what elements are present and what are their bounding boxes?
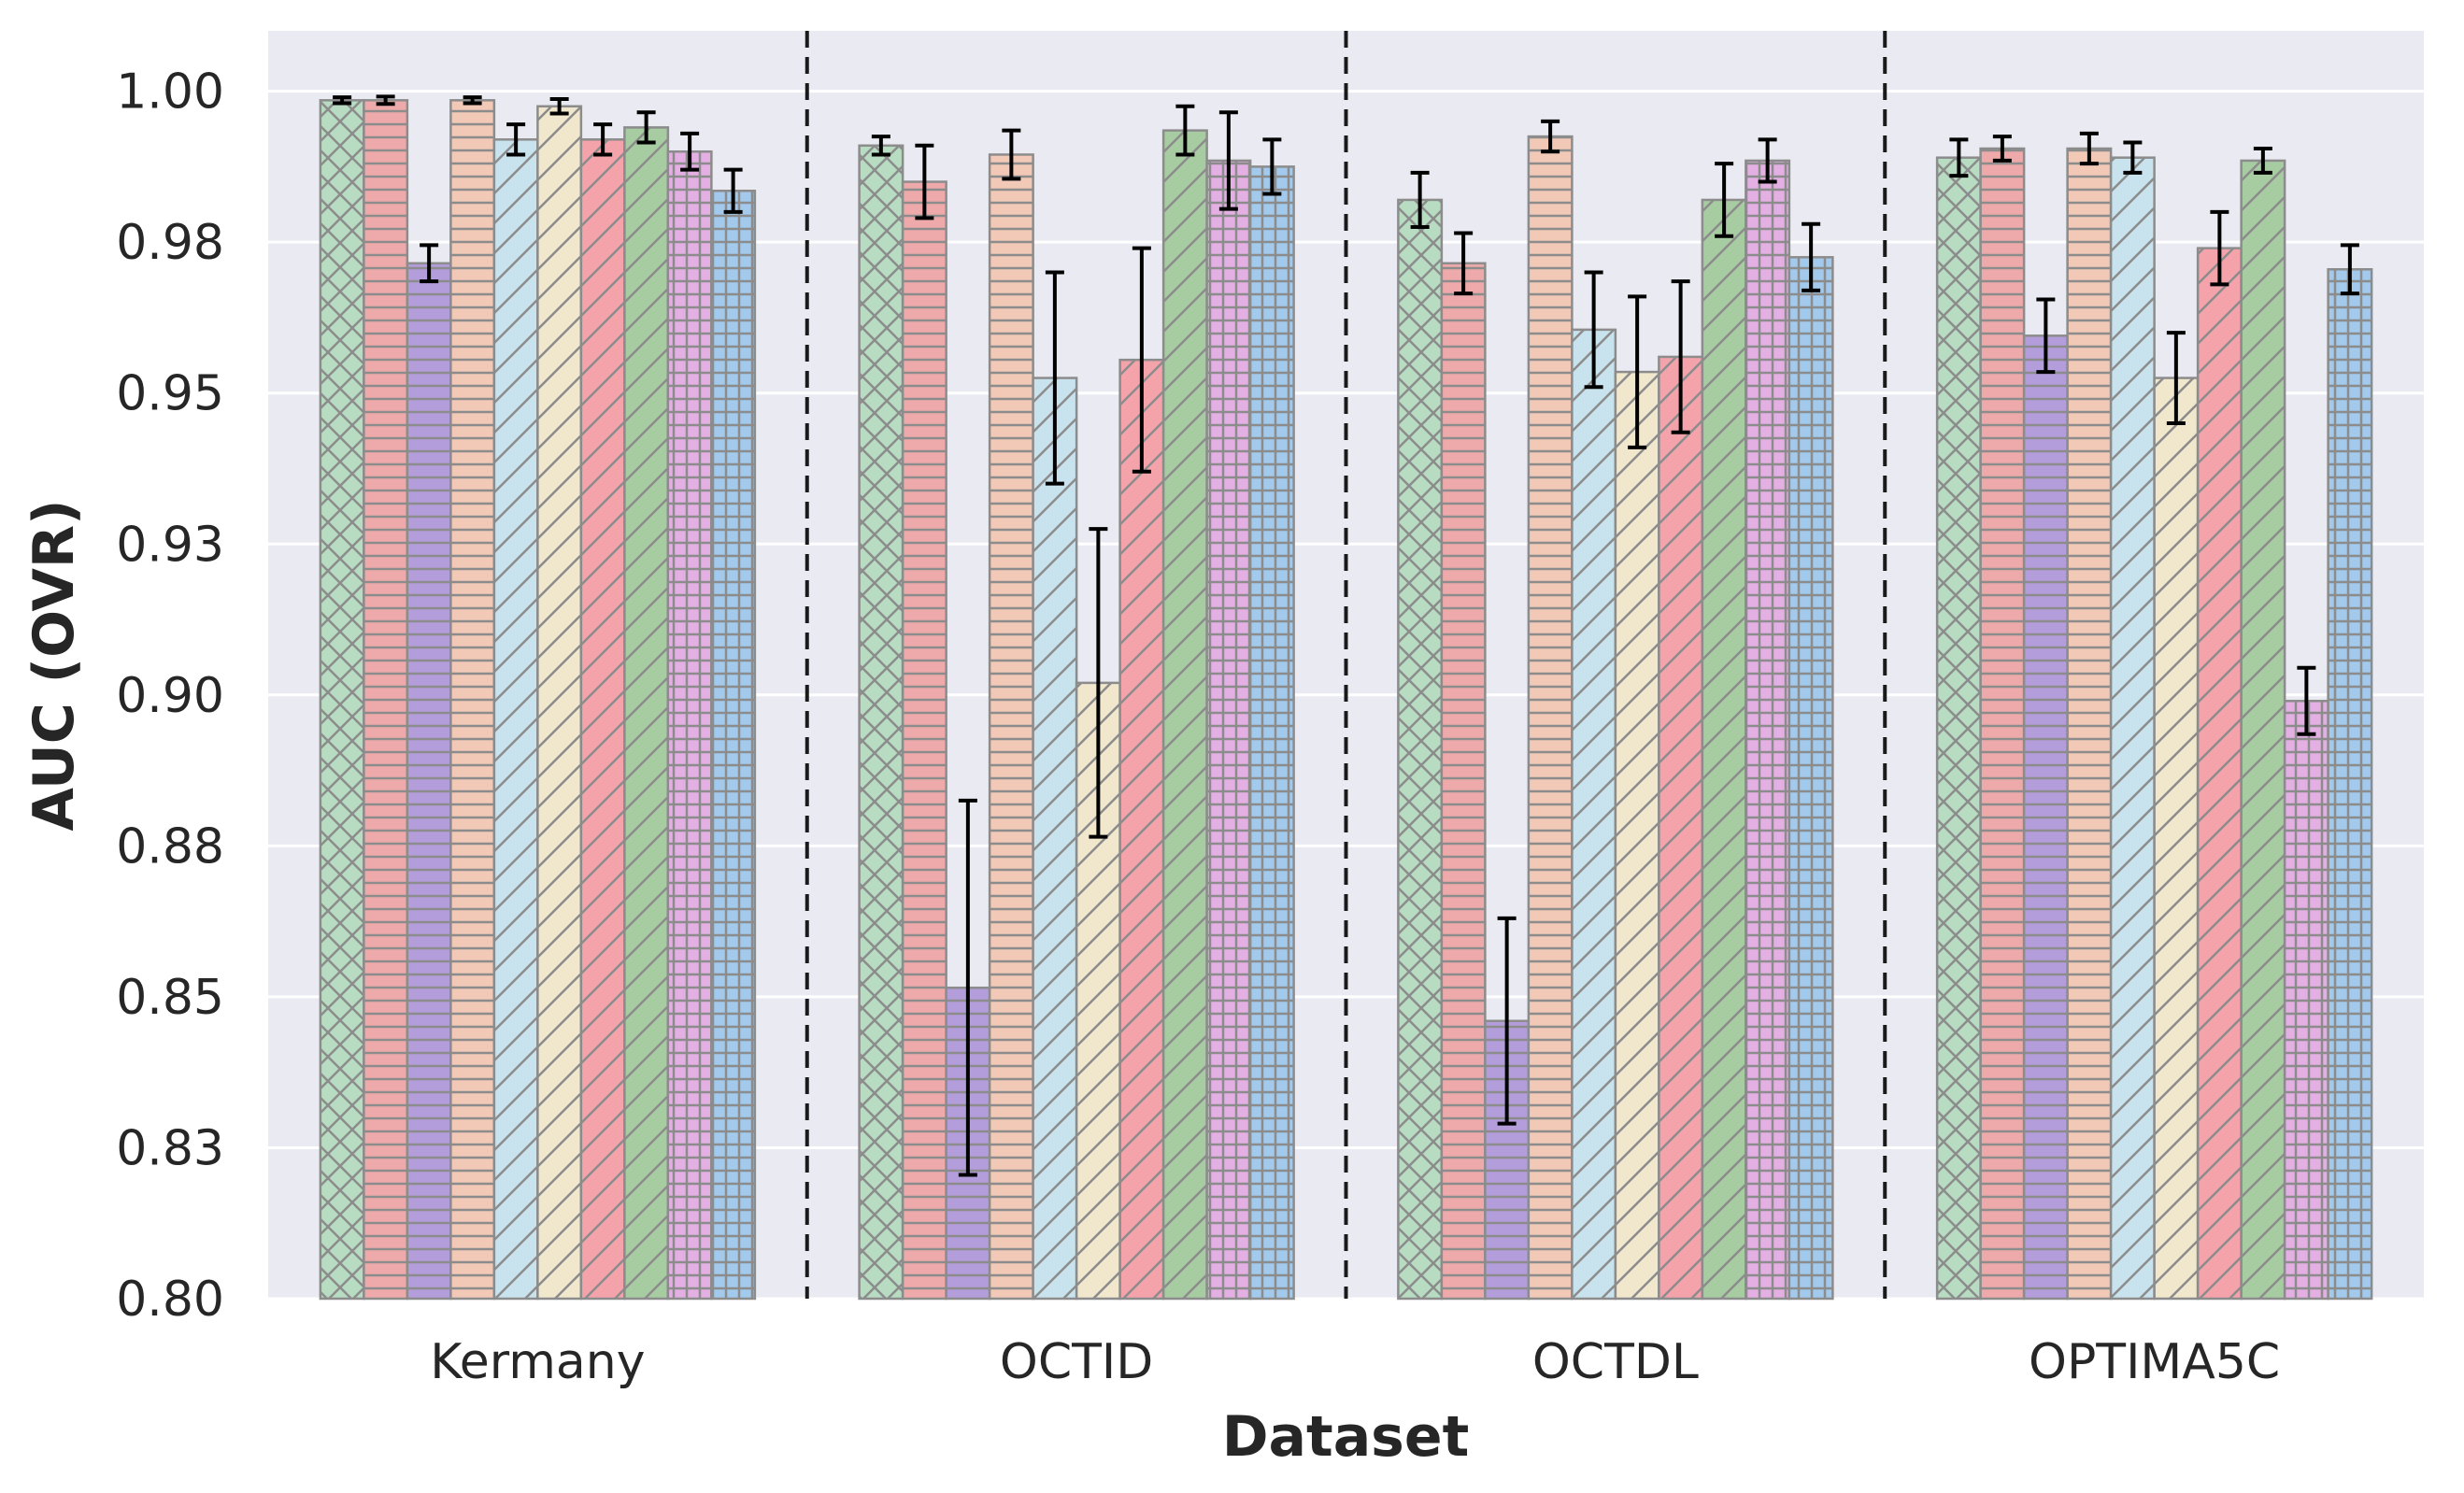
- bar-hatch: [2068, 149, 2112, 1299]
- bar-hatch: [1789, 257, 1833, 1299]
- x-tick-label: OCTID: [1000, 1334, 1153, 1390]
- bar-hatch: [1163, 131, 1207, 1299]
- bar-hatch: [2111, 158, 2155, 1299]
- y-tick-label: 0.83: [116, 1120, 224, 1176]
- x-axis-label: Dataset: [1222, 1404, 1470, 1470]
- bar-hatch: [1659, 357, 1702, 1299]
- bar-hatch: [1572, 330, 1616, 1299]
- chart: 0.80 0.83 0.85 0.88 0.90 0.93 0.95 0.98 1.00 Ker…: [0, 0, 2464, 1493]
- bar-hatch: [1442, 263, 1486, 1299]
- bar-hatch: [450, 100, 494, 1299]
- y-tick-label: 0.88: [116, 818, 224, 874]
- y-tick-label: 0.98: [116, 215, 224, 271]
- bar-hatch: [1207, 161, 1251, 1299]
- y-tick-label: 0.80: [116, 1272, 224, 1328]
- y-tick-labels: 0.80 0.83 0.85 0.88 0.90 0.93 0.95 0.98 1.00: [116, 64, 224, 1328]
- y-axis-label: AUC (OVR): [21, 499, 87, 831]
- bar-hatch: [624, 127, 668, 1299]
- bar-hatch: [1745, 161, 1789, 1299]
- bar-hatch: [2329, 269, 2372, 1299]
- bar-hatch: [320, 100, 364, 1299]
- bar-hatch: [1033, 378, 1077, 1299]
- bar-hatch: [407, 263, 451, 1299]
- bar-hatch: [1937, 158, 1981, 1299]
- bar-hatch: [2024, 335, 2068, 1299]
- bar-hatch: [1616, 372, 1659, 1299]
- bar-hatch: [1529, 136, 1573, 1299]
- y-tick-label: 0.90: [116, 668, 224, 724]
- bar-hatch: [363, 100, 407, 1299]
- bar-hatch: [990, 154, 1033, 1299]
- bar-hatch: [494, 139, 538, 1299]
- y-tick-label: 0.93: [116, 517, 224, 573]
- bar-hatch: [2155, 378, 2199, 1299]
- x-tick-label: OCTDL: [1532, 1334, 1699, 1390]
- bar-hatch: [668, 151, 712, 1299]
- bar-hatch: [1981, 149, 2025, 1299]
- x-tick-label: Kermany: [430, 1334, 645, 1390]
- bar-hatch: [2242, 161, 2286, 1299]
- bar-hatch: [2198, 249, 2242, 1299]
- bar-hatch: [581, 139, 625, 1299]
- bar-hatch: [1250, 166, 1294, 1299]
- bar-hatch: [1120, 360, 1164, 1299]
- y-tick-label: 1.00: [116, 64, 224, 121]
- bar-hatch: [1702, 200, 1746, 1299]
- x-tick-label: OPTIMA5C: [2029, 1334, 2280, 1390]
- bar-hatch: [860, 146, 904, 1299]
- bar-hatch: [1398, 200, 1442, 1299]
- bar-hatch: [711, 191, 755, 1299]
- y-tick-label: 0.85: [116, 970, 224, 1026]
- y-tick-label: 0.95: [116, 366, 224, 422]
- bar-hatch: [2285, 701, 2329, 1299]
- x-tick-labels: Kermany OCTID OCTDL OPTIMA5C: [430, 1334, 2280, 1390]
- bar-hatch: [903, 182, 947, 1299]
- bar-hatch: [537, 107, 581, 1299]
